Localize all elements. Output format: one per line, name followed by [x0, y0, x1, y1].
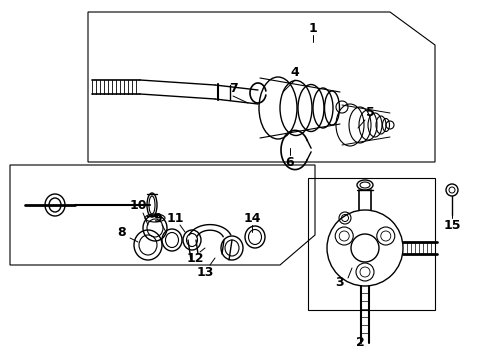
Ellipse shape: [147, 193, 157, 217]
Text: 9: 9: [154, 212, 162, 225]
Text: 6: 6: [286, 156, 294, 168]
Text: 1: 1: [309, 22, 318, 35]
Text: 14: 14: [243, 212, 261, 225]
Text: 4: 4: [291, 66, 299, 78]
Text: 13: 13: [196, 266, 214, 279]
Text: 5: 5: [366, 105, 374, 118]
Text: 12: 12: [186, 252, 204, 265]
Ellipse shape: [45, 194, 65, 216]
Text: 7: 7: [229, 81, 237, 95]
Text: 3: 3: [336, 275, 344, 288]
Text: 11: 11: [166, 212, 184, 225]
Text: 8: 8: [118, 225, 126, 239]
Text: 10: 10: [129, 198, 147, 212]
Ellipse shape: [357, 180, 373, 190]
Text: 15: 15: [443, 219, 461, 231]
Text: 2: 2: [356, 336, 365, 348]
